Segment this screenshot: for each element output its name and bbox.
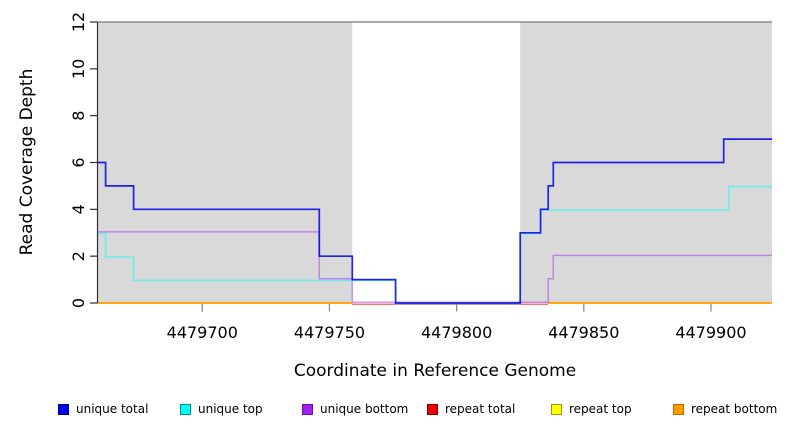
series-line-unique-total (98, 138, 772, 304)
x-tick-label: 4479800 (421, 323, 492, 342)
x-tick-label: 4479900 (675, 323, 746, 342)
legend: unique total unique top unique bottom repea… (0, 401, 792, 419)
x-tick-label: 4479700 (167, 323, 238, 342)
legend-item-repeat-total: repeat total (427, 401, 515, 417)
legend-swatch-unique-bottom (302, 403, 313, 415)
legend-swatch-unique-top (180, 403, 191, 415)
legend-label: unique total (76, 402, 149, 416)
x-axis-title: Coordinate in Reference Genome (293, 361, 577, 381)
legend-swatch-repeat-total (427, 403, 438, 415)
legend-label: unique top (198, 402, 263, 416)
legend-item-repeat-top: repeat top (551, 401, 632, 417)
legend-label: repeat bottom (691, 402, 778, 416)
legend-swatch-repeat-bottom (673, 403, 684, 415)
y-tick-label: 10 (69, 59, 88, 79)
y-tick-label: 8 (69, 111, 88, 121)
y-tick-label: 6 (69, 157, 88, 167)
repeat-region-shading (98, 22, 353, 303)
x-tick-label: 4479850 (548, 323, 619, 342)
legend-item-unique-total: unique total (58, 401, 148, 417)
y-tick-label: 0 (69, 298, 88, 308)
legend-swatch-repeat-top (551, 403, 562, 415)
legend-label: unique bottom (320, 402, 409, 416)
legend-swatch-unique-total (58, 403, 69, 415)
y-tick-label: 2 (69, 251, 88, 261)
legend-label: repeat top (569, 402, 632, 416)
x-tick-label: 4479750 (294, 323, 365, 342)
y-tick-label: 4 (69, 204, 88, 214)
y-axis-title: Read Coverage Depth (17, 68, 37, 256)
legend-item-repeat-bottom: repeat bottom (673, 401, 777, 417)
legend-item-unique-bottom: unique bottom (302, 401, 408, 417)
y-tick-label: 12 (69, 12, 88, 32)
legend-label: repeat total (445, 402, 516, 416)
legend-item-unique-top: unique top (180, 401, 263, 417)
